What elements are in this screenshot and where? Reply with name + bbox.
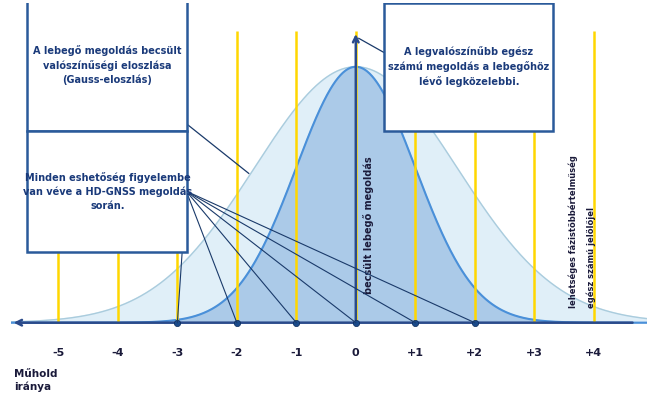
- Text: -1: -1: [290, 348, 302, 358]
- Text: egész számú jelölőjel: egész számú jelölőjel: [586, 208, 596, 308]
- FancyBboxPatch shape: [27, 0, 187, 131]
- Text: A legvalószínűbb egész
számú megoldás a lebegőhöz
lévő legközelebbi.: A legvalószínűbb egész számú megoldás a …: [388, 46, 549, 87]
- Text: A lebegő megoldás becsült
valószínűségi eloszlása
(Gauss-eloszlás): A lebegő megoldás becsült valószínűségi …: [33, 45, 182, 85]
- Text: -3: -3: [171, 348, 183, 358]
- FancyBboxPatch shape: [27, 131, 187, 252]
- Text: becsült lebegő megoldás: becsült lebegő megoldás: [363, 157, 374, 294]
- Text: +4: +4: [585, 348, 603, 358]
- Text: -5: -5: [52, 348, 64, 358]
- Text: lehetséges fázistöbbértelműség: lehetséges fázistöbbértelműség: [569, 156, 578, 308]
- Text: +1: +1: [407, 348, 424, 358]
- Text: +2: +2: [466, 348, 483, 358]
- FancyBboxPatch shape: [384, 3, 553, 131]
- Text: +3: +3: [526, 348, 543, 358]
- Text: Minden eshetőség figyelembe
van véve a HD-GNSS megoldás
során.: Minden eshetőség figyelembe van véve a H…: [23, 172, 192, 211]
- Text: -2: -2: [231, 348, 243, 358]
- Text: 0: 0: [352, 348, 359, 358]
- Text: Műhold
iránya: Műhold iránya: [14, 369, 57, 392]
- Text: -4: -4: [112, 348, 124, 358]
